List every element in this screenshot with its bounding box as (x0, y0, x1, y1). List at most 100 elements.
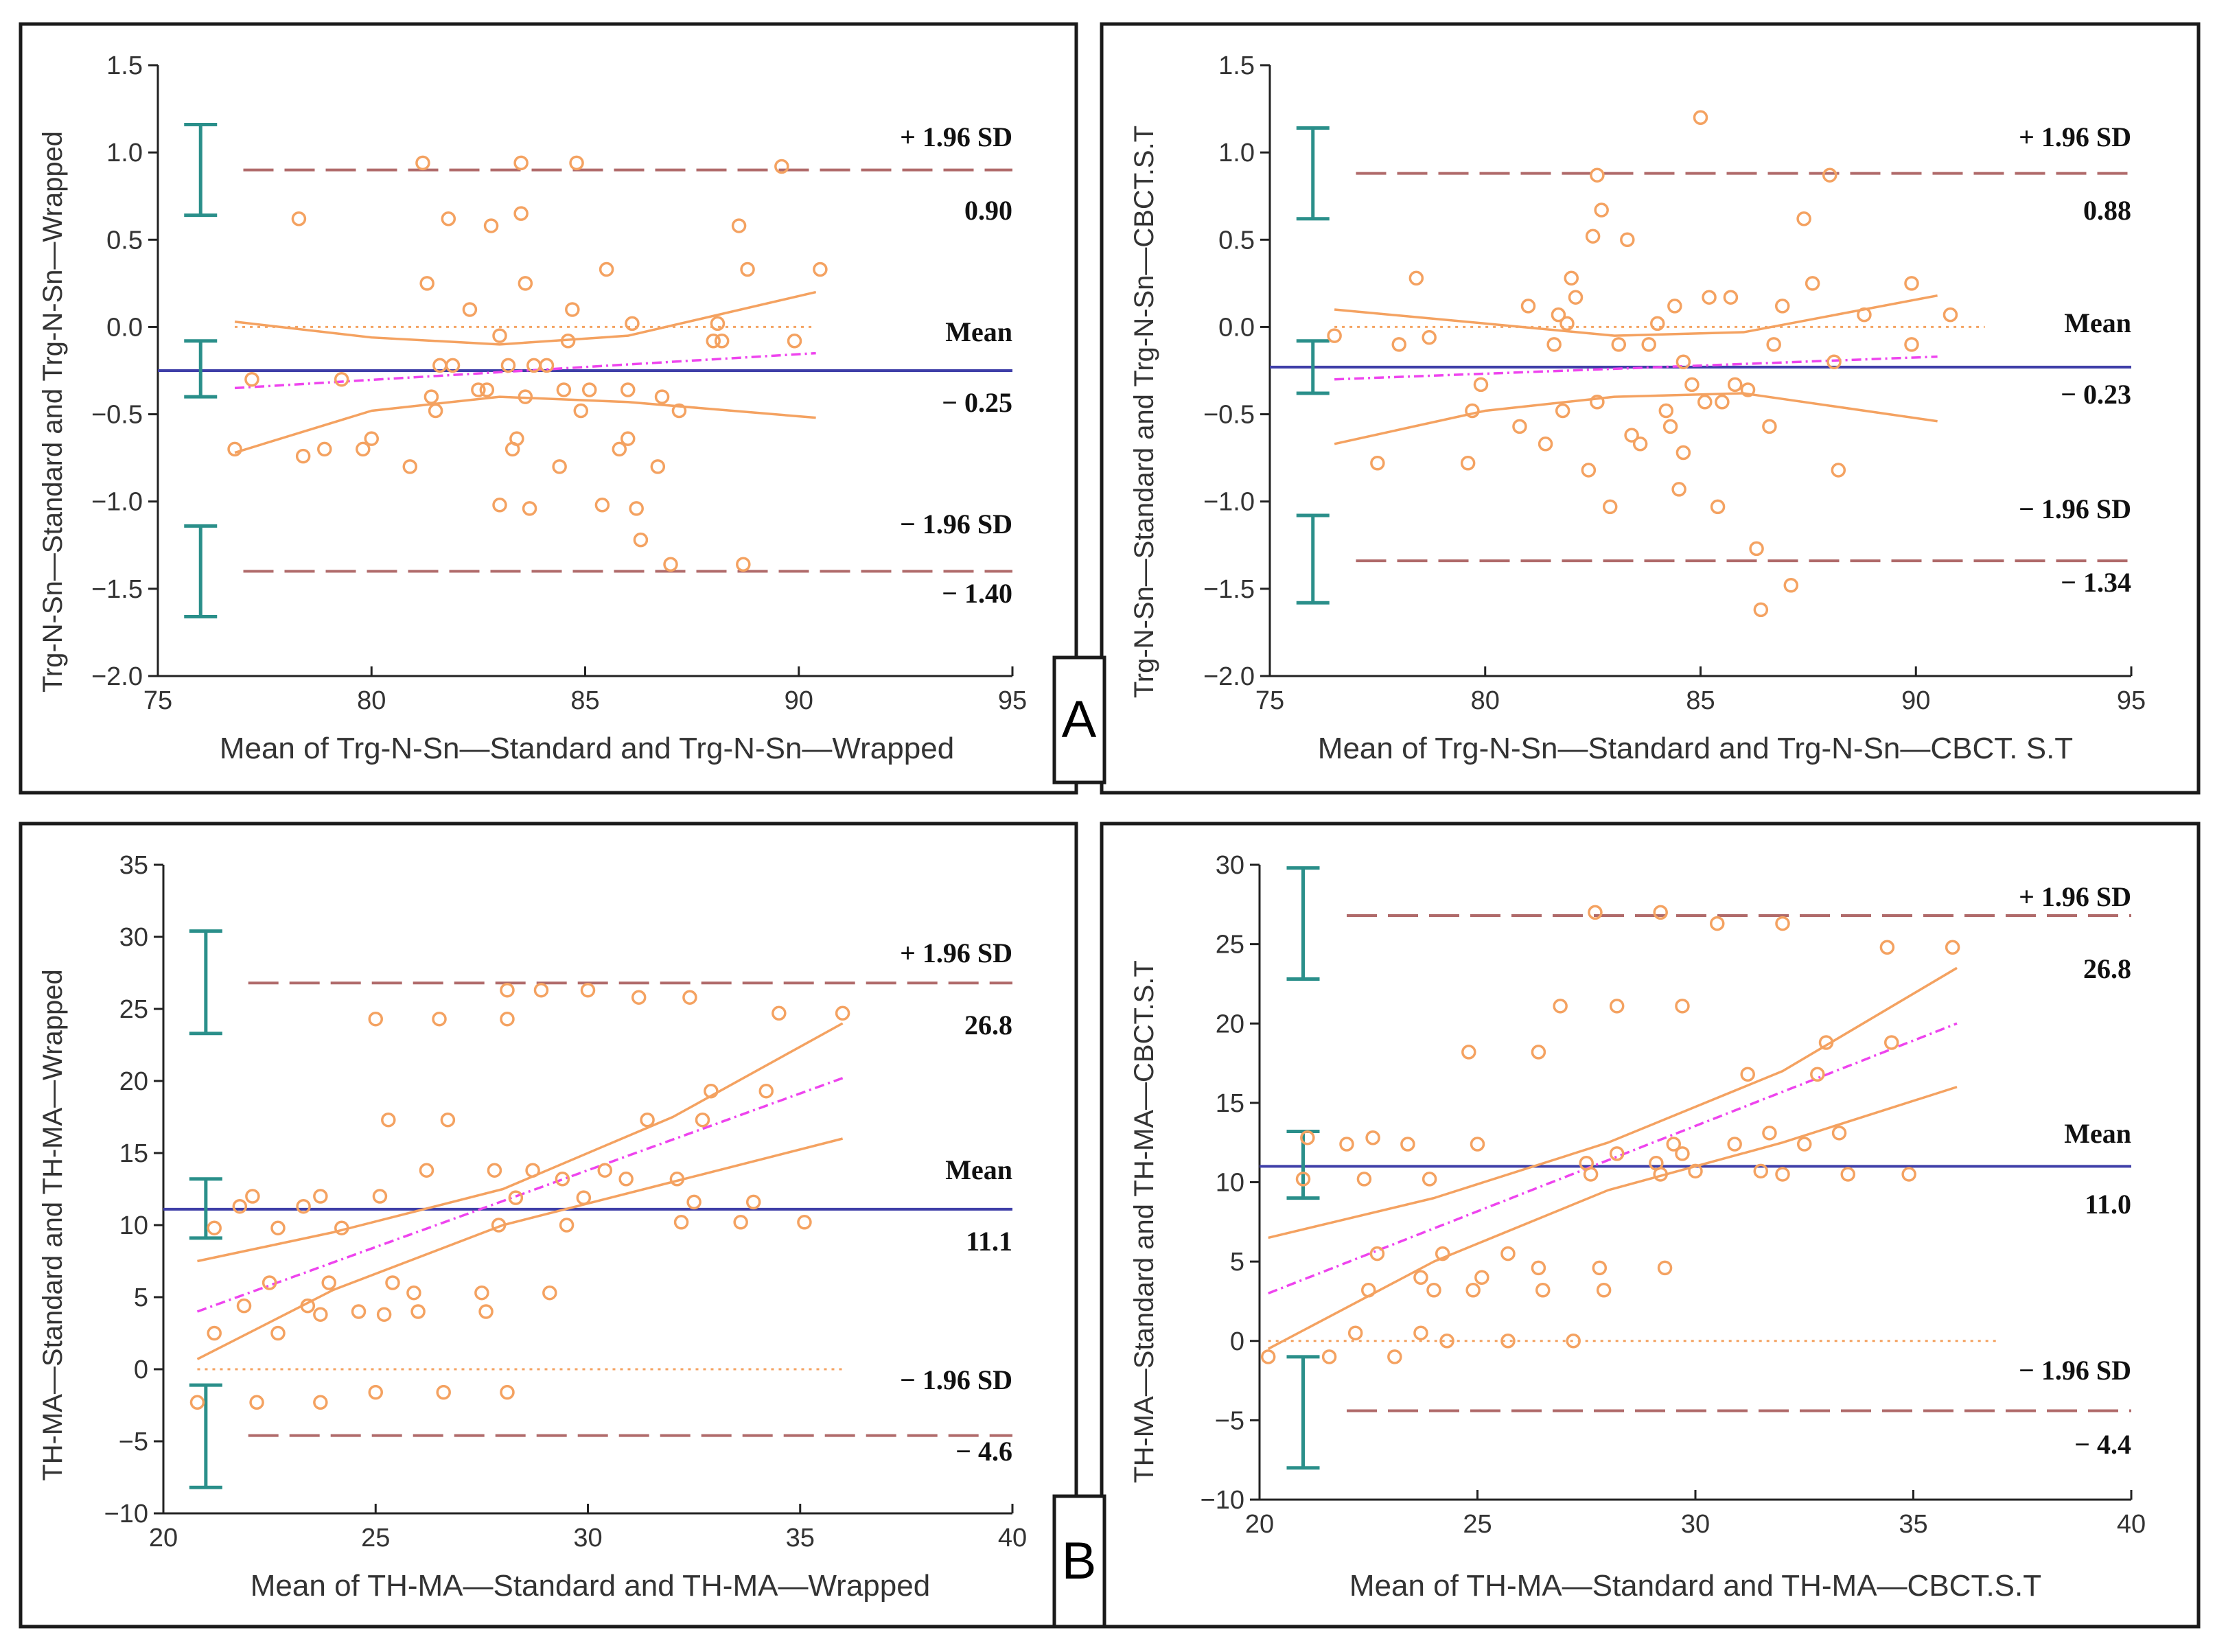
data-point (576, 1190, 592, 1205)
data-point (1564, 270, 1579, 286)
data-point (1632, 437, 1648, 452)
y-tick-label: 0 (134, 1356, 148, 1384)
data-point (569, 155, 584, 171)
x-tick-label: 40 (2117, 1510, 2146, 1539)
data-point (1590, 395, 1605, 410)
panel-frame-a-left (19, 22, 1078, 795)
data-point (372, 1189, 388, 1204)
data-point (1710, 916, 1725, 931)
data-point (631, 990, 647, 1005)
ci-lower-curve (234, 395, 816, 454)
data-point (207, 1325, 222, 1341)
data-point (673, 1215, 689, 1230)
ci-upper-curve (234, 290, 817, 346)
data-point (1697, 395, 1713, 410)
data-point (1408, 270, 1424, 286)
y-tick-label: 25 (119, 995, 148, 1024)
data-point (364, 431, 379, 446)
data-point (1538, 437, 1553, 452)
data-point (376, 1307, 392, 1322)
data-point (440, 1112, 456, 1128)
data-point (1675, 445, 1691, 461)
data-point (500, 358, 516, 373)
data-point (1590, 167, 1605, 183)
y-tick-label: 5 (134, 1283, 148, 1312)
upper-loa-value: 0.90 (964, 195, 1012, 226)
data-point (509, 431, 524, 446)
data-point (1653, 1167, 1668, 1182)
data-point (1710, 499, 1726, 515)
data-point (1300, 1130, 1315, 1145)
data-point (556, 382, 572, 397)
data-point (1460, 456, 1476, 471)
data-point (1774, 299, 1790, 314)
data-point (650, 459, 666, 474)
data-point (479, 382, 495, 397)
ci-lower-curve (1334, 392, 1938, 445)
data-point (1662, 419, 1678, 434)
data-point (1594, 202, 1609, 218)
data-point (1675, 1146, 1690, 1161)
panel-letter-a-box (1052, 655, 1106, 784)
data-point (419, 276, 434, 291)
y-tick-label: 0.5 (1218, 226, 1255, 255)
x-axis-label: Mean of Trg-N-Sn—Standard and Trg-N-Sn—W… (220, 732, 954, 765)
x-tick-label: 90 (1901, 686, 1930, 715)
data-point (368, 1384, 383, 1400)
data-point (714, 334, 730, 349)
data-point (1422, 1172, 1437, 1187)
data-point (1295, 1172, 1311, 1187)
mean-value: − 0.23 (2061, 379, 2131, 410)
data-point (1370, 456, 1385, 471)
data-point (295, 448, 311, 464)
data-point (1365, 1130, 1380, 1145)
data-point (1702, 290, 1717, 305)
data-point (441, 211, 456, 226)
ci-error-bar (189, 929, 222, 1036)
data-point (491, 1218, 507, 1233)
data-point (1762, 1126, 1777, 1141)
ci-upper-curve (1334, 294, 1938, 337)
data-point (1783, 578, 1799, 593)
data-point (1826, 354, 1842, 370)
data-point (513, 155, 529, 171)
y-tick-label: 5 (1230, 1248, 1244, 1277)
lower-loa-label: − 1.96 SD (2019, 493, 2131, 524)
data-point (296, 1198, 311, 1214)
data-point (415, 155, 430, 171)
data-point (580, 982, 596, 998)
data-point (1657, 1260, 1673, 1276)
data-point (1775, 916, 1790, 931)
data-point (189, 1395, 205, 1410)
data-point (1671, 482, 1686, 497)
data-point (736, 557, 751, 572)
ci-error-bar (1286, 866, 1320, 981)
data-point (1546, 337, 1562, 352)
x-axis-label: Mean of Trg-N-Sn—Standard and Trg-N-Sn—C… (1318, 732, 2073, 765)
data-point (356, 441, 371, 457)
lower-loa-label: − 1.96 SD (900, 1364, 1012, 1395)
data-point (1585, 229, 1601, 244)
data-point (559, 1218, 575, 1233)
mean-value: − 0.25 (942, 387, 1012, 418)
data-point (492, 328, 507, 343)
y-tick-label: 0.0 (106, 313, 143, 342)
data-point (1413, 1325, 1428, 1340)
y-tick-label: −5 (1215, 1406, 1244, 1435)
data-point (1675, 354, 1691, 370)
data-point (1740, 382, 1756, 397)
data-point (1667, 299, 1682, 314)
data-point (1520, 299, 1536, 314)
data-point (654, 389, 670, 404)
y-tick-label: 25 (1216, 931, 1244, 959)
y-tick-label: 10 (1216, 1169, 1244, 1198)
data-point (797, 1215, 812, 1230)
data-point (1559, 316, 1575, 331)
y-axis-label: Trg-N-Sn—Standard and Trg-N-Sn—CBCT.S.T (1129, 126, 1159, 698)
x-tick-label: 30 (573, 1524, 602, 1552)
mean-value: 11.1 (966, 1226, 1012, 1257)
data-point (1831, 463, 1846, 478)
x-tick-label: 85 (570, 686, 599, 715)
data-point (745, 1194, 761, 1210)
data-point (1347, 1325, 1363, 1340)
